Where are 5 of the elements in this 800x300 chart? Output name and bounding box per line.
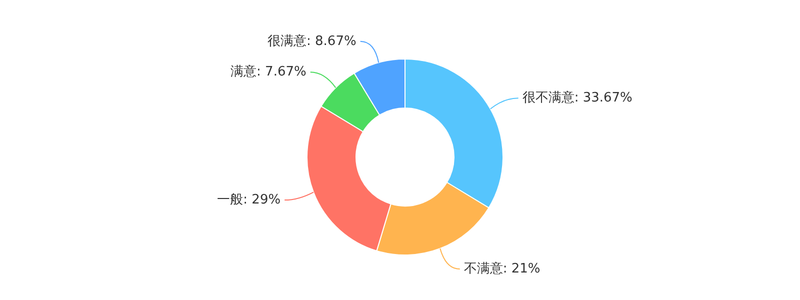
slice-label: 一般: 29% (217, 192, 281, 208)
slice-label: 满意: 7.67% (230, 64, 306, 80)
slice-label: 很满意: 8.67% (268, 34, 356, 49)
slice-label: 很不满意: 33.67% (522, 90, 632, 106)
slice-label: 不满意: 21% (464, 262, 540, 277)
